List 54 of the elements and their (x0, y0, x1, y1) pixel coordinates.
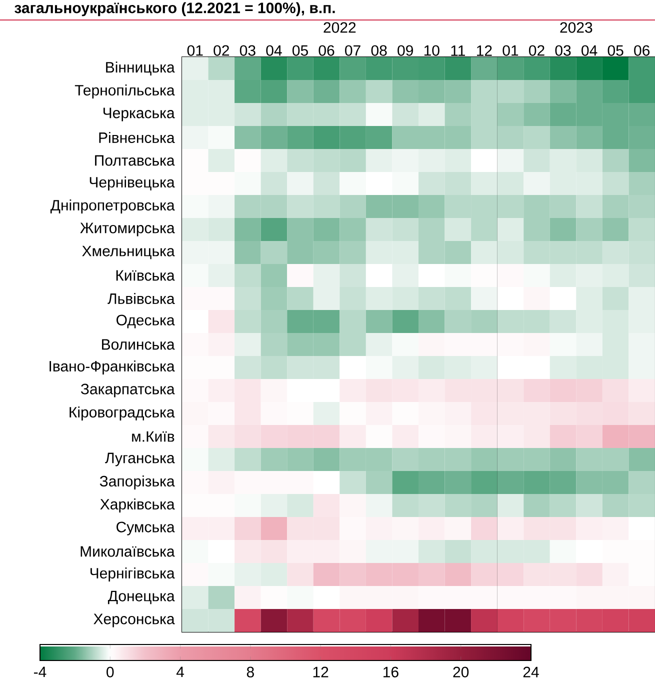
x-tick-label: 02 (528, 45, 544, 56)
x-tick-label: 09 (398, 45, 413, 56)
chart-title: загальноукраїнського (12.2021 = 100%), в.п. (14, 2, 335, 16)
x-tick-label: 06 (318, 45, 334, 56)
x-tick-label: 03 (555, 45, 571, 56)
text: 2022 (324, 22, 356, 33)
x-tick-label: 03 (240, 45, 256, 56)
x-tick-label: 01 (187, 45, 203, 56)
y-tick-label: Чернівецька (90, 176, 175, 190)
y-tick-label: Черкаська (104, 108, 175, 122)
y-tick-label: Харківська (100, 498, 175, 512)
y-tick-label: Житомирська (80, 222, 175, 236)
y-tick-label: Чернігівська (90, 568, 175, 582)
y-tick-label: Львівська (108, 293, 175, 304)
y-tick-label: Івано-Франківська (50, 360, 175, 374)
y-tick-label: Сумська (116, 522, 175, 536)
color-bar-label: 4 (176, 666, 184, 678)
y-tick-label: м.Київ (132, 431, 174, 442)
text: 2023 (560, 22, 592, 33)
y-tick-label: Волинська (102, 339, 175, 350)
x-tick-label: 01 (502, 45, 518, 56)
x-tick-label: 04 (266, 45, 282, 56)
y-tick-label: Полтавська (95, 155, 175, 166)
color-bar-label: 24 (523, 666, 539, 678)
x-tick-label: 06 (634, 45, 650, 56)
color-bar-label: 20 (453, 666, 469, 678)
color-bar-label: -4 (34, 666, 46, 678)
y-tick-label: Вінницька (106, 62, 175, 76)
x-tick-label: 02 (214, 45, 229, 56)
color-bar-label: 16 (384, 666, 398, 678)
y-tick-label: Миколаївська (80, 546, 175, 557)
y-tick-label: Хмельницька (82, 246, 175, 260)
x-tick-label: 07 (345, 45, 360, 56)
y-tick-label: Кіровоградська (70, 406, 175, 420)
y-tick-label: Тернопільська (74, 84, 175, 98)
x-tick-label: 05 (608, 45, 624, 56)
x-tick-label: 12 (476, 45, 492, 56)
x-tick-label: 05 (292, 45, 308, 56)
color-bar-label: 12 (313, 666, 328, 678)
y-tick-label: Запорізька (100, 476, 175, 490)
x-tick-label: 11 (451, 46, 465, 56)
color-bar-label: 8 (246, 666, 254, 678)
y-tick-label: Одеська (116, 314, 175, 328)
y-tick-label: Київська (116, 270, 175, 281)
y-tick-label: Донецька (108, 590, 175, 604)
y-tick-label: Закарпатська (80, 384, 175, 398)
y-tick-label: Херсонська (94, 614, 175, 628)
y-tick-label: Дніпропетровська (50, 200, 175, 214)
x-tick-label: 10 (424, 45, 440, 56)
x-tick-label: 04 (582, 45, 598, 56)
color-bar-label: 0 (106, 666, 114, 678)
x-tick-label: 08 (371, 45, 387, 56)
y-tick-label: Рівненська (99, 132, 175, 144)
y-tick-label: Луганська (105, 452, 175, 466)
